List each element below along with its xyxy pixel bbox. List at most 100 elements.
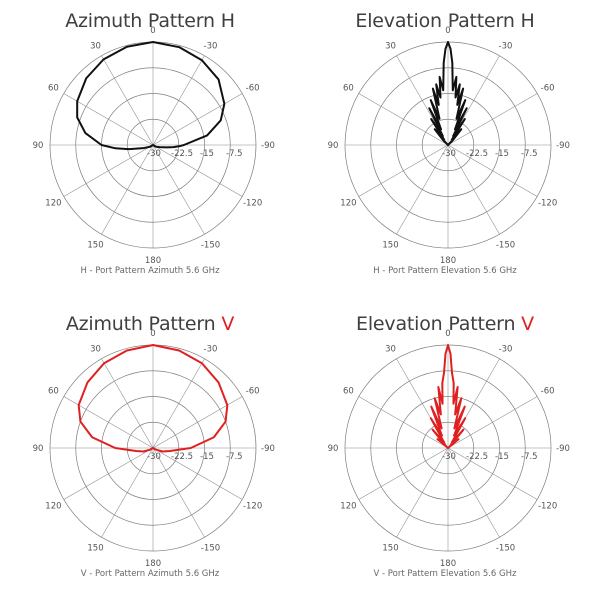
angle-tick-label: 0 xyxy=(150,26,155,36)
polar-chart: 0 -30 -60 -90 -120 -150 180 150 120 90 60 30 -30 -22.… xyxy=(328,329,570,569)
angle-tick-label: 90 xyxy=(33,141,44,151)
radial-tick-label: -15 xyxy=(200,149,214,159)
panel-title-text: Azimuth Pattern xyxy=(65,10,221,32)
angle-tick-label: -60 xyxy=(246,387,260,397)
radial-tick-label: -7.5 xyxy=(226,149,243,159)
angle-tick-label: 60 xyxy=(48,387,59,397)
panel-title: Azimuth Pattern V xyxy=(0,313,300,335)
grid-spoke xyxy=(152,144,205,235)
grid-spoke xyxy=(101,144,154,235)
radial-tick-label: -15 xyxy=(495,149,509,159)
grid-spoke xyxy=(101,447,154,538)
grid-spoke xyxy=(358,396,449,449)
radial-tick-label: -30 xyxy=(442,452,456,462)
pattern-series-line xyxy=(428,41,468,146)
angle-tick-label: 60 xyxy=(343,84,354,94)
angle-tick-label: 150 xyxy=(382,241,398,251)
angle-tick-label: 0 xyxy=(445,26,450,36)
angle-tick-label: -30 xyxy=(499,41,513,51)
grid-spoke xyxy=(63,447,154,500)
angle-tick-label: 180 xyxy=(145,256,161,266)
panel-title: Elevation Pattern V xyxy=(295,313,595,335)
grid-spoke xyxy=(396,447,449,538)
angle-tick-label: -120 xyxy=(538,502,557,512)
angle-tick-label: -60 xyxy=(541,387,555,397)
pattern-series-line xyxy=(429,344,467,449)
grid-spoke xyxy=(152,396,243,449)
panel-elevation-h: Elevation Pattern H 0 -30 -60 -90 -120 -150 18… xyxy=(295,0,595,300)
angle-tick-label: 30 xyxy=(90,344,101,354)
angle-tick-label: -120 xyxy=(243,199,262,209)
angle-tick-label: 120 xyxy=(340,199,356,209)
angle-tick-label: -150 xyxy=(496,544,515,554)
angle-tick-label: 180 xyxy=(440,256,456,266)
angle-tick-label: -150 xyxy=(496,241,515,251)
grid-spoke xyxy=(447,396,538,449)
angle-tick-label: -90 xyxy=(556,141,570,151)
radial-tick-label: -22.5 xyxy=(171,149,193,159)
angle-tick-label: 120 xyxy=(45,199,61,209)
angle-tick-label: 120 xyxy=(340,502,356,512)
panel-title-port: V xyxy=(221,313,235,335)
angle-tick-label: -30 xyxy=(499,344,513,354)
angle-tick-label: 0 xyxy=(150,329,155,339)
angle-tick-label: 180 xyxy=(145,559,161,569)
panel-caption: H - Port Pattern Azimuth 5.6 GHz xyxy=(80,266,220,276)
angle-tick-label: 120 xyxy=(45,502,61,512)
panel-title-port: V xyxy=(521,313,534,335)
angle-tick-label: -90 xyxy=(261,444,275,454)
angle-tick-label: 0 xyxy=(445,329,450,339)
panel-title-text: Azimuth Pattern xyxy=(65,313,222,335)
radial-tick-label: -7.5 xyxy=(226,452,243,462)
angle-tick-label: 30 xyxy=(90,41,101,51)
grid-spoke xyxy=(152,447,205,538)
angle-tick-label: 30 xyxy=(385,344,396,354)
grid-spoke xyxy=(447,447,538,500)
grid-spoke xyxy=(101,358,154,449)
panel-elevation-v: Elevation Pattern V 0 -30 -60 -90 -120 -150 18… xyxy=(295,303,595,603)
angle-tick-label: -150 xyxy=(201,241,220,251)
angle-tick-label: -30 xyxy=(204,41,218,51)
angle-tick-label: -30 xyxy=(204,344,218,354)
grid-spoke xyxy=(358,447,449,500)
grid-spoke xyxy=(358,144,449,197)
angle-tick-label: 90 xyxy=(33,444,44,454)
angle-tick-label: 60 xyxy=(343,387,354,397)
radial-tick-label: -30 xyxy=(147,149,161,159)
angle-tick-label: -60 xyxy=(246,84,260,94)
angle-tick-label: 180 xyxy=(440,559,456,569)
angle-tick-label: 90 xyxy=(328,444,339,454)
radial-tick-label: -30 xyxy=(147,452,161,462)
angle-tick-label: -60 xyxy=(541,84,555,94)
grid-spoke xyxy=(152,447,243,500)
grid-spoke xyxy=(152,55,205,146)
grid-spoke xyxy=(447,144,538,197)
pattern-series-line xyxy=(77,344,229,453)
panel-azimuth-h: Azimuth Pattern H 0 -30 -60 -90 -120 -150 180 1… xyxy=(0,0,300,300)
grid-spoke xyxy=(152,93,243,146)
panel-title-text: Elevation Pattern xyxy=(355,10,521,32)
panel-title-port: H xyxy=(520,10,535,32)
angle-tick-label: 150 xyxy=(87,544,103,554)
panel-title: Elevation Pattern H xyxy=(295,10,595,32)
radial-tick-label: -15 xyxy=(495,452,509,462)
radial-tick-label: -22.5 xyxy=(466,452,488,462)
grid-spoke xyxy=(396,144,449,235)
panel-caption: V - Port Pattern Elevation 5.6 GHz xyxy=(373,569,517,579)
grid-spoke xyxy=(63,396,154,449)
angle-tick-label: 150 xyxy=(87,241,103,251)
angle-tick-label: 60 xyxy=(48,84,59,94)
radial-tick-label: -15 xyxy=(200,452,214,462)
radial-tick-label: -7.5 xyxy=(521,149,538,159)
grid-spoke xyxy=(447,93,538,146)
pattern-series-line xyxy=(76,41,226,151)
angle-tick-label: -150 xyxy=(201,544,220,554)
panel-title-text: Elevation Pattern xyxy=(356,313,522,335)
grid-spoke xyxy=(152,144,243,197)
grid-spoke xyxy=(447,144,500,235)
grid-spoke xyxy=(152,358,205,449)
angle-tick-label: 90 xyxy=(328,141,339,151)
panel-azimuth-v: Azimuth Pattern V 0 -30 -60 -90 -120 -150 180 1… xyxy=(0,303,300,603)
angle-tick-label: -90 xyxy=(261,141,275,151)
polar-chart: 0 -30 -60 -90 -120 -150 180 150 120 90 60 30 -30 -22.… xyxy=(328,26,570,266)
